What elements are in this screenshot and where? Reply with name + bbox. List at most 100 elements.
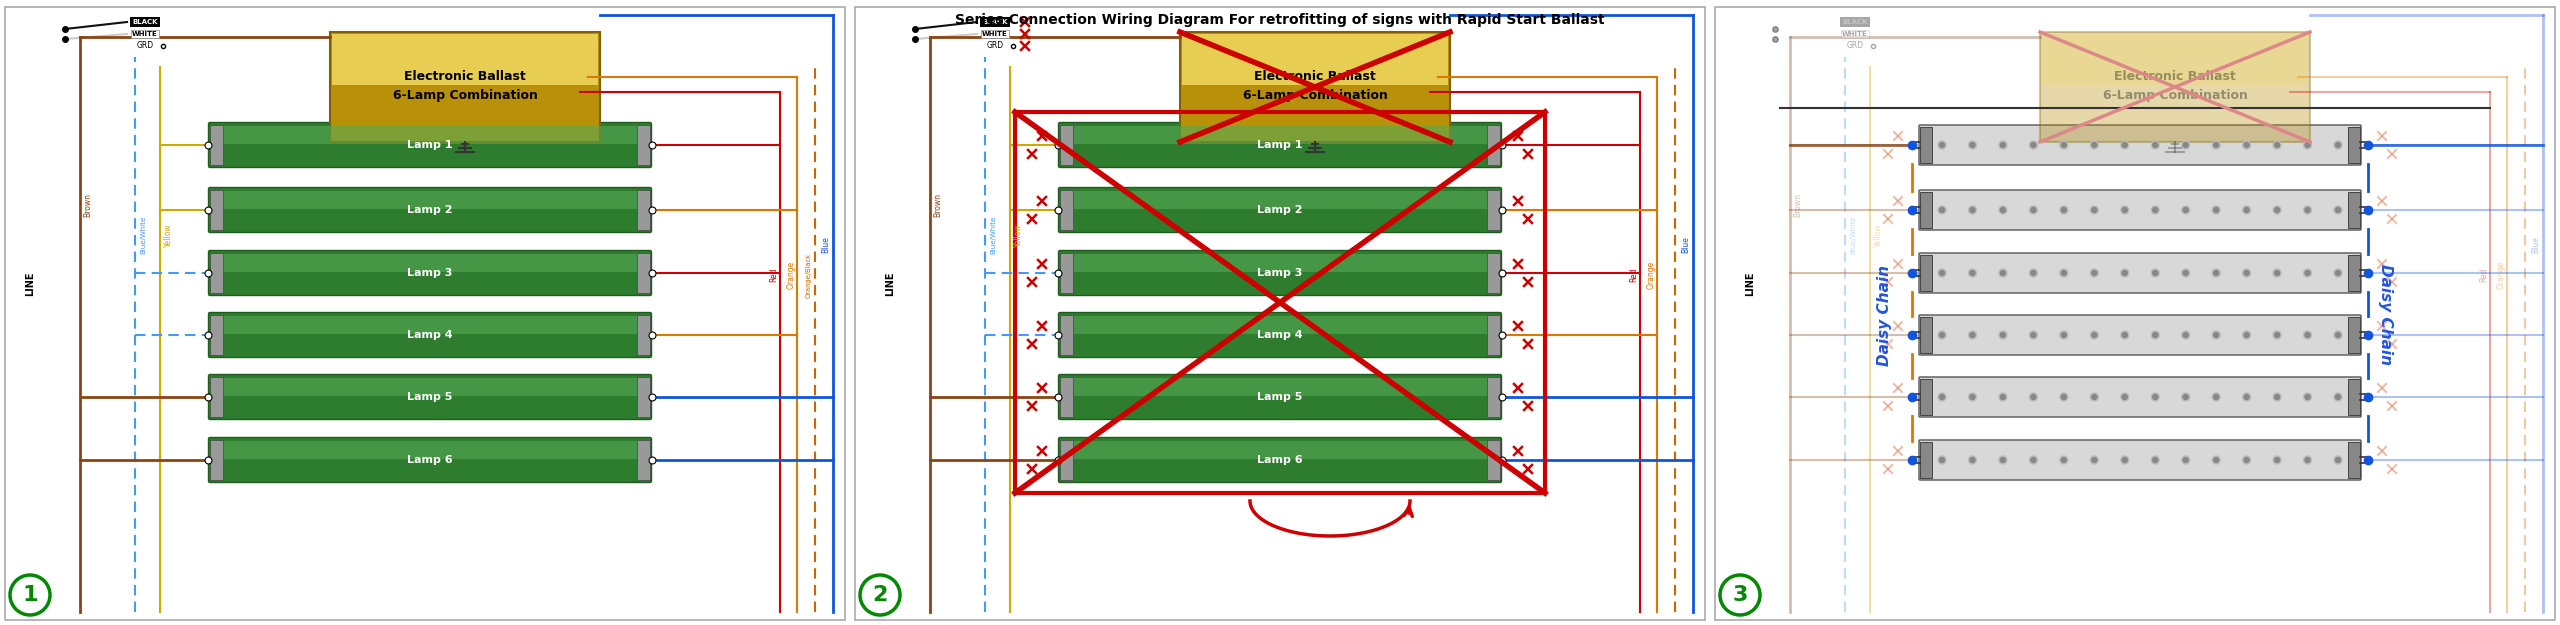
FancyBboxPatch shape [210,190,223,230]
Circle shape [2030,393,2038,401]
Circle shape [2030,271,2035,276]
FancyBboxPatch shape [1057,374,1503,419]
FancyBboxPatch shape [1057,251,1503,296]
Text: Lamp 5: Lamp 5 [407,392,453,402]
Circle shape [1969,393,1976,401]
Text: 6-Lamp Combination: 6-Lamp Combination [2102,89,2248,101]
Circle shape [1940,142,1946,148]
Text: Lamp 2: Lamp 2 [1257,205,1303,215]
FancyBboxPatch shape [1057,438,1503,483]
Circle shape [1971,208,1974,212]
Circle shape [2245,208,2250,212]
Bar [5,7,845,620]
Circle shape [2061,456,2068,464]
Circle shape [2030,206,2038,214]
FancyBboxPatch shape [1920,253,2360,293]
FancyBboxPatch shape [1062,378,1498,396]
Text: 3: 3 [1733,585,1748,605]
Circle shape [2304,458,2309,462]
Circle shape [1999,271,2004,276]
FancyBboxPatch shape [1062,441,1498,459]
Circle shape [2335,332,2340,338]
Circle shape [1969,456,1976,464]
Circle shape [1940,458,1946,462]
Circle shape [2335,331,2342,339]
Circle shape [1969,141,1976,149]
Circle shape [2304,456,2312,464]
FancyBboxPatch shape [2348,317,2360,353]
Text: Brown: Brown [1795,193,1802,217]
Circle shape [2030,456,2038,464]
Circle shape [2212,141,2220,149]
FancyBboxPatch shape [1183,34,1449,85]
Text: 1: 1 [23,585,38,605]
Circle shape [2273,393,2281,401]
FancyBboxPatch shape [210,125,223,165]
Circle shape [2214,208,2220,212]
Circle shape [2092,141,2099,149]
Circle shape [2092,394,2097,399]
Circle shape [2273,331,2281,339]
Text: Brown: Brown [84,193,92,217]
FancyBboxPatch shape [210,440,223,480]
Circle shape [2212,206,2220,214]
FancyBboxPatch shape [2348,127,2360,163]
Text: Blue/White: Blue/White [1851,216,1856,254]
Circle shape [2030,458,2035,462]
FancyBboxPatch shape [212,126,648,144]
Circle shape [2212,456,2220,464]
FancyBboxPatch shape [210,377,223,417]
FancyBboxPatch shape [1060,440,1073,480]
Circle shape [2061,394,2066,399]
Circle shape [2061,393,2068,401]
Circle shape [2214,142,2220,148]
Text: Series Connection Wiring Diagram For retrofitting of signs with Rapid Start Ball: Series Connection Wiring Diagram For ret… [955,13,1605,27]
Circle shape [2092,206,2099,214]
FancyBboxPatch shape [1062,316,1498,334]
Circle shape [2245,458,2250,462]
Circle shape [2181,141,2189,149]
Text: Orange: Orange [786,261,796,289]
FancyBboxPatch shape [212,316,648,334]
Circle shape [2120,141,2130,149]
Text: Orange/Black: Orange/Black [806,253,812,298]
Circle shape [1940,332,1946,338]
Circle shape [2276,142,2278,148]
Circle shape [2276,271,2278,276]
Circle shape [1971,142,1974,148]
Circle shape [2061,142,2066,148]
Text: GRD: GRD [136,41,154,51]
Text: BLACK: BLACK [133,19,159,25]
Text: Yellow: Yellow [1014,223,1021,247]
Text: Yellow: Yellow [164,223,172,247]
Circle shape [2245,332,2250,338]
Text: Lamp 2: Lamp 2 [407,205,453,215]
FancyBboxPatch shape [1920,379,1933,415]
Circle shape [2150,206,2158,214]
Circle shape [2304,206,2312,214]
FancyBboxPatch shape [1920,192,1933,228]
Text: Lamp 3: Lamp 3 [1257,268,1303,278]
Circle shape [2122,394,2127,399]
Circle shape [2030,332,2035,338]
Text: Lamp 6: Lamp 6 [1257,455,1303,465]
FancyBboxPatch shape [210,315,223,355]
FancyBboxPatch shape [1920,127,1933,163]
FancyBboxPatch shape [207,122,650,168]
Circle shape [1999,206,2007,214]
FancyBboxPatch shape [1487,315,1500,355]
Circle shape [2243,331,2250,339]
FancyBboxPatch shape [1487,190,1500,230]
Bar [1715,7,2555,620]
Circle shape [1969,331,1976,339]
Circle shape [1938,269,1946,277]
Text: Orange: Orange [2496,261,2506,289]
FancyBboxPatch shape [1920,315,2360,355]
Circle shape [2184,208,2189,212]
FancyBboxPatch shape [1062,191,1498,209]
Bar [855,7,1705,620]
Circle shape [2243,393,2250,401]
FancyBboxPatch shape [637,377,650,417]
Circle shape [2304,331,2312,339]
FancyBboxPatch shape [637,190,650,230]
